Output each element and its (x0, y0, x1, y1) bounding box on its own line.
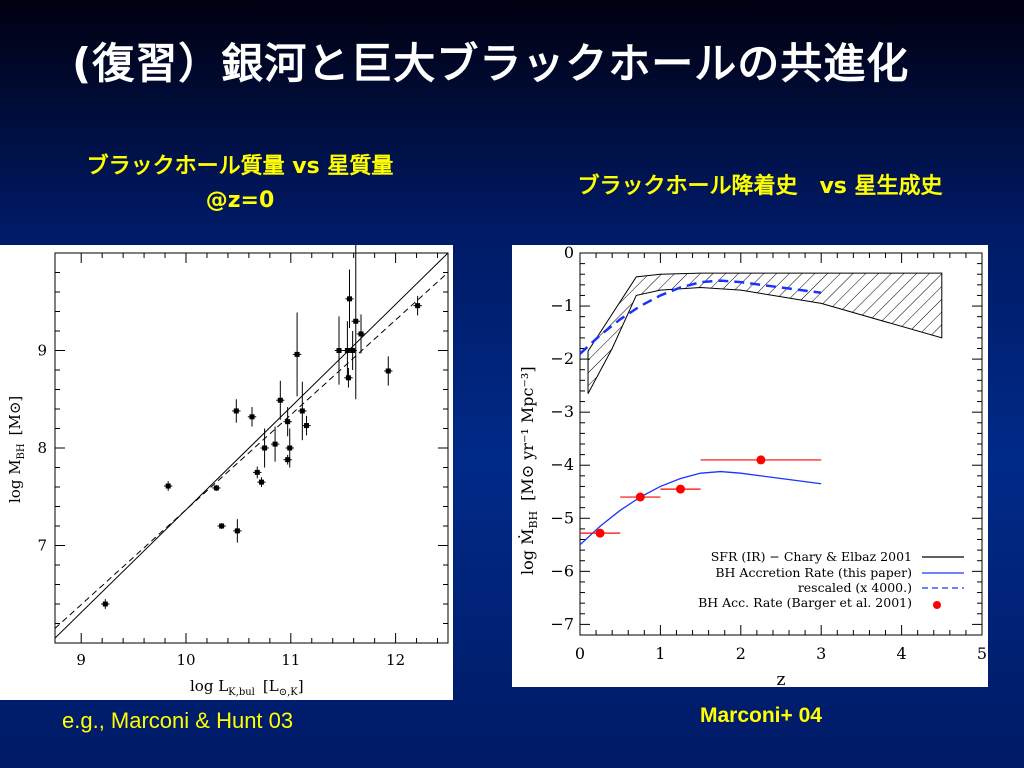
data-point (262, 445, 268, 451)
data-point (336, 348, 342, 353)
y-tick-label: −4 (550, 455, 574, 474)
y-tick-label: −1 (550, 296, 574, 315)
y-tick-label: −2 (550, 349, 574, 368)
left-subtitle-line2: @z=0 (205, 188, 275, 213)
data-point (350, 348, 356, 353)
data-point (213, 485, 219, 491)
y-tick-label: −3 (550, 402, 574, 421)
x-axis-label-sub: K,bul (228, 687, 255, 698)
y-axis-label-unit: [M⊙] (6, 396, 24, 436)
data-point (233, 408, 239, 414)
left-caption: e.g., Marconi & Hunt 03 (62, 708, 294, 733)
slide-title: (復習）銀河と巨大ブラックホールの共進化 (72, 39, 910, 88)
data-point (304, 423, 310, 429)
fit-lines (55, 253, 448, 639)
x-tick-label: 0 (575, 644, 585, 663)
x-tick-label: 12 (386, 651, 405, 669)
y-axis-label-sub: BH (16, 443, 27, 459)
data-point (272, 441, 278, 447)
right-caption: Marconi+ 04 (700, 704, 822, 727)
x-axis-label-unit-sub: ⊙,K (279, 687, 299, 698)
data-point (415, 303, 421, 309)
x-tick-label: 2 (736, 644, 746, 663)
legend-barger-label: BH Acc. Rate (Barger et al. 2001) (698, 595, 912, 610)
y-tick-label: 0 (564, 245, 574, 262)
data-point (165, 483, 171, 489)
y-axis-label: log MBH[M⊙] (6, 396, 27, 503)
legend-bh-accretion-label: BH Accretion Rate (this paper) (715, 565, 912, 580)
rescaled-accretion-line (579, 279, 822, 355)
barger-point (595, 528, 605, 538)
data-point (219, 523, 225, 529)
data-point (277, 397, 283, 403)
fit-line-dashed (55, 272, 448, 629)
data-point (385, 368, 391, 374)
x-axis-label-unit-end: ] (298, 677, 304, 695)
data-point (258, 479, 264, 485)
bh-accretion-line (579, 470, 822, 546)
y-tick-label: −7 (550, 614, 574, 633)
data-point (254, 469, 260, 475)
y-axis-label: log ṀBH[M⊙ yr⁻¹ Mpc⁻³] (517, 366, 540, 575)
left-subtitle-line1: ブラックホール質量 vs 星質量 (86, 154, 394, 179)
data-point (285, 419, 291, 425)
x-tick-label: 9 (76, 651, 86, 669)
y-axis-label-unit: [M⊙ yr⁻¹ Mpc⁻³] (518, 366, 537, 500)
x-tick-label: 3 (816, 644, 826, 663)
mbh-luminosity-panel: 9 10 11 12 7 8 9 log LK,bul [L⊙,K] log MBH[M⊙] (0, 243, 453, 700)
data-point (102, 601, 108, 607)
x-tick-label: 10 (176, 651, 195, 669)
accretion-history-chart: 0 1 2 3 4 5 0 −1 −2 −3 −4 −5 −6 −7 SFR (IR) − Chary & … (517, 243, 987, 690)
barger-point (635, 492, 645, 502)
data-point (358, 331, 364, 337)
x-axis-label: log LK,bul [L⊙,K] (190, 677, 304, 698)
x-tick-label: 4 (897, 644, 907, 663)
legend-sfr-label: SFR (IR) − Chary & Elbaz 2001 (711, 549, 912, 564)
sfr-band (587, 272, 943, 394)
data-point (345, 375, 351, 381)
barger-point (676, 484, 685, 494)
plot-frame (54, 252, 449, 644)
legend-rescaled-label: rescaled (x 4000.) (798, 580, 912, 595)
right-subtitle: ブラックホール降着史 vs 星生成史 (577, 174, 943, 199)
fit-line-solid (55, 253, 448, 639)
x-tick-label: 11 (281, 651, 300, 669)
data-point (249, 414, 255, 420)
data-point (287, 445, 293, 451)
data-point (285, 457, 291, 463)
legend-barger-swatch (933, 601, 941, 609)
y-tick-label: −6 (550, 561, 574, 580)
y-tick-label: 8 (37, 439, 47, 457)
data-point (353, 318, 359, 324)
data-point (344, 348, 350, 353)
accretion-history-panel: 0 1 2 3 4 5 0 −1 −2 −3 −4 −5 −6 −7 SFR (IR) − Chary & … (512, 243, 988, 690)
x-axis-label-unit: [L (263, 677, 279, 695)
y-tick-label: −5 (550, 508, 574, 527)
y-tick-label: 9 (37, 342, 47, 360)
y-tick-label: 7 (37, 537, 47, 555)
barger-point (756, 455, 766, 465)
x-tick-label: 5 (977, 644, 987, 663)
data-point (299, 408, 305, 414)
data-point (294, 351, 300, 357)
x-axis-label: z (777, 670, 786, 687)
data-point (234, 528, 240, 534)
left-subtitle: ブラックホール質量 vs 星質量 @z=0 (30, 150, 450, 218)
data-point (346, 296, 352, 302)
y-axis-label-sub: BH (527, 511, 540, 529)
x-tick-label: 1 (655, 644, 665, 663)
